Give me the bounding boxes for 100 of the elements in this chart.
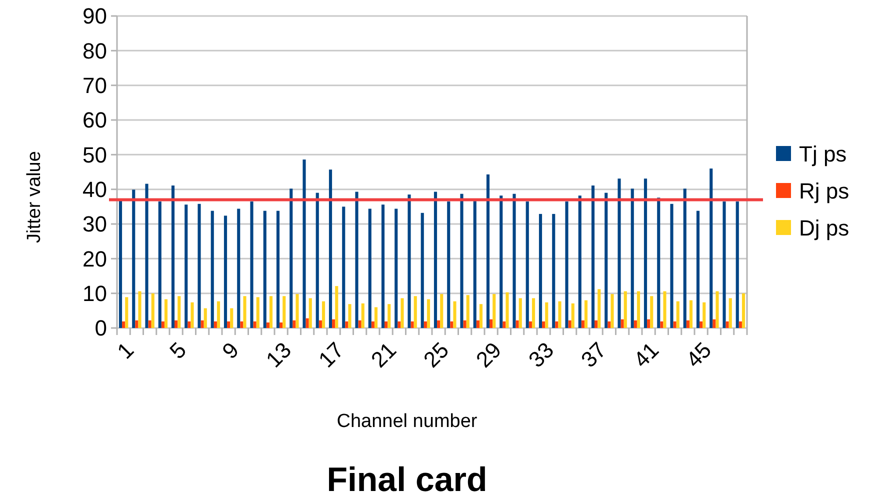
bar <box>598 289 601 328</box>
bar <box>486 174 490 328</box>
bar <box>316 192 319 328</box>
x-tick-label: 1 <box>112 337 139 364</box>
bar <box>660 321 664 328</box>
bar <box>447 201 450 328</box>
bar <box>408 194 411 328</box>
y-tick-label: 60 <box>82 108 107 133</box>
bar <box>644 178 648 328</box>
bar <box>394 208 398 328</box>
bar <box>420 212 424 328</box>
bar <box>578 196 582 328</box>
bar <box>555 321 558 328</box>
bar <box>565 201 568 328</box>
bar <box>118 200 122 328</box>
bar <box>122 321 126 328</box>
bar <box>371 321 374 328</box>
bar <box>414 296 417 328</box>
bar <box>630 188 634 328</box>
x-tick-label: 25 <box>418 337 454 372</box>
bar <box>282 296 286 328</box>
bar <box>581 320 584 328</box>
bar <box>568 320 572 328</box>
bar <box>426 299 430 328</box>
bar <box>584 300 588 328</box>
bar <box>243 296 246 328</box>
bar <box>558 301 562 328</box>
bar <box>500 196 503 328</box>
bar <box>368 208 372 328</box>
bar <box>263 210 266 328</box>
bar <box>636 291 640 328</box>
bar <box>256 297 260 328</box>
bar <box>171 186 175 328</box>
bar <box>164 299 168 328</box>
bar <box>240 321 244 328</box>
y-tick-label: 50 <box>82 142 107 168</box>
bar <box>342 206 346 328</box>
bar <box>345 321 348 328</box>
x-tick-label: 21 <box>366 337 402 372</box>
bar <box>647 319 650 328</box>
legend-label: Tj ps <box>799 142 847 167</box>
bar <box>710 168 713 328</box>
bar <box>689 300 693 328</box>
y-axis-title: Jitter value <box>24 151 45 243</box>
bar <box>374 307 378 328</box>
bar <box>184 204 188 328</box>
bar <box>280 322 283 328</box>
y-tick-label: 20 <box>82 246 107 272</box>
bar <box>388 304 391 328</box>
bar <box>473 201 476 328</box>
bar <box>145 184 148 328</box>
bar <box>434 192 438 328</box>
bar <box>358 320 362 328</box>
y-tick-label: 30 <box>82 212 107 237</box>
bar <box>463 320 466 328</box>
bar <box>492 294 496 328</box>
bar <box>479 304 483 328</box>
bar <box>135 320 138 328</box>
bar <box>466 295 470 328</box>
bar <box>538 214 542 328</box>
bar <box>532 298 536 328</box>
x-tick-label: 29 <box>471 337 506 372</box>
bar <box>198 204 201 328</box>
bar <box>683 188 686 328</box>
legend-label: Rj ps <box>799 178 850 204</box>
bar <box>138 291 142 328</box>
bar <box>450 321 454 328</box>
bar <box>269 296 273 328</box>
bar <box>618 178 621 328</box>
bar <box>726 321 729 328</box>
bar <box>545 302 548 328</box>
bar <box>440 294 444 328</box>
bar <box>676 301 680 328</box>
bar <box>738 321 742 328</box>
x-tick-label: 45 <box>681 337 716 372</box>
bar <box>424 321 427 328</box>
x-tick-label: 41 <box>628 337 664 372</box>
bar <box>686 320 690 328</box>
bar <box>673 321 676 328</box>
text: Final card <box>326 461 488 496</box>
bar <box>398 321 401 328</box>
bar <box>490 319 493 328</box>
bar <box>253 321 256 328</box>
bar <box>700 321 703 328</box>
bar <box>266 322 270 328</box>
y-tick-label: 0 <box>94 316 107 341</box>
bar <box>742 293 746 328</box>
bar <box>437 320 440 328</box>
x-axis-title: Channel number <box>336 411 478 432</box>
x-tick-label: 9 <box>217 337 244 364</box>
bar <box>308 298 312 328</box>
bar <box>552 214 556 328</box>
bar <box>670 204 674 328</box>
bar <box>663 291 666 328</box>
bar <box>328 170 332 328</box>
bar <box>502 321 506 328</box>
bar <box>722 201 726 328</box>
bar <box>230 308 234 328</box>
bar <box>237 208 240 328</box>
bar <box>620 319 624 328</box>
